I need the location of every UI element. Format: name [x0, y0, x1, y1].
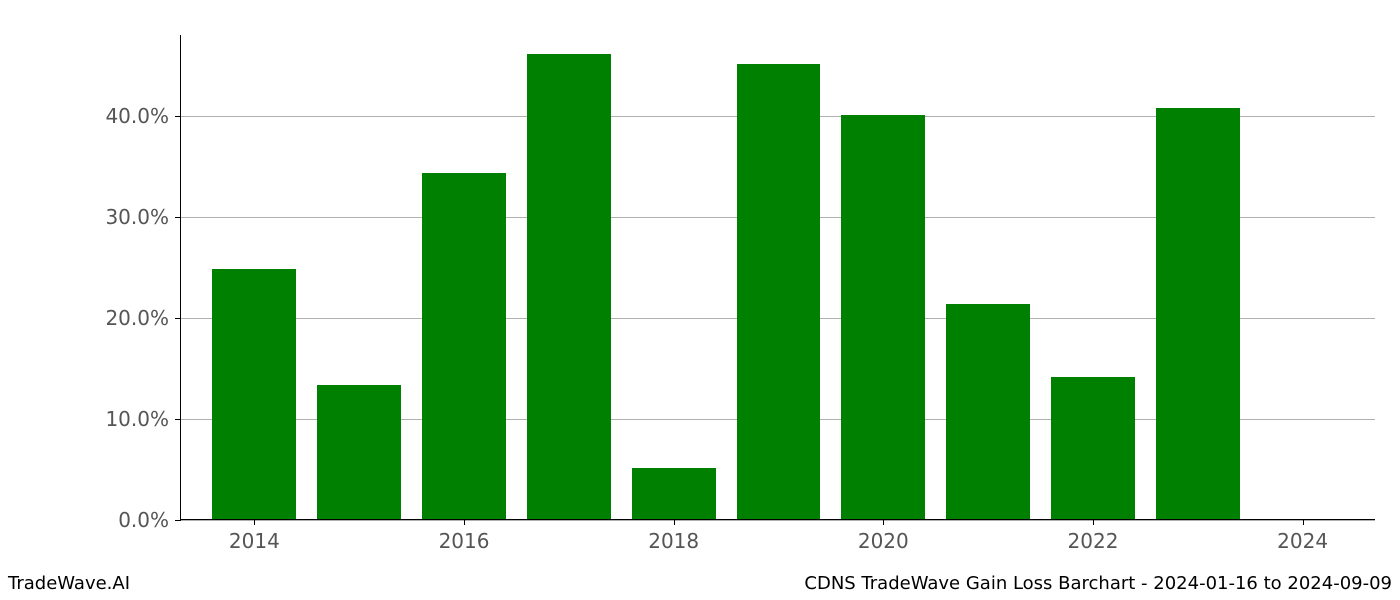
bar: [841, 115, 925, 519]
bar: [527, 54, 611, 519]
y-tick-label: 40.0%: [105, 104, 181, 128]
bar: [1156, 108, 1240, 519]
bar: [212, 269, 296, 519]
bar: [632, 468, 716, 519]
x-tick-label: 2016: [439, 519, 490, 553]
x-tick-label: 2014: [229, 519, 280, 553]
bar: [1051, 377, 1135, 519]
bar: [317, 385, 401, 519]
x-tick-label: 2018: [648, 519, 699, 553]
y-tick-label: 0.0%: [118, 508, 181, 532]
bar: [422, 173, 506, 519]
plot-area: 0.0%10.0%20.0%30.0%40.0%2014201620182020…: [180, 35, 1375, 520]
x-tick-label: 2024: [1277, 519, 1328, 553]
gain-loss-barchart: 0.0% 10.0% 20.0% 30.0% 40.0% 2014 2016 2018 2020…: [0, 0, 1400, 600]
footer-brand: TradeWave.AI: [8, 573, 130, 594]
y-tick-label: 30.0%: [105, 205, 181, 229]
bar: [737, 64, 821, 519]
bar: [946, 304, 1030, 519]
footer-caption: CDNS TradeWave Gain Loss Barchart - 2024…: [804, 573, 1392, 594]
x-tick-label: 2020: [858, 519, 909, 553]
y-tick-label: 20.0%: [105, 306, 181, 330]
y-tick-label: 10.0%: [105, 407, 181, 431]
y-gridline: [181, 520, 1375, 521]
x-tick-label: 2022: [1068, 519, 1119, 553]
